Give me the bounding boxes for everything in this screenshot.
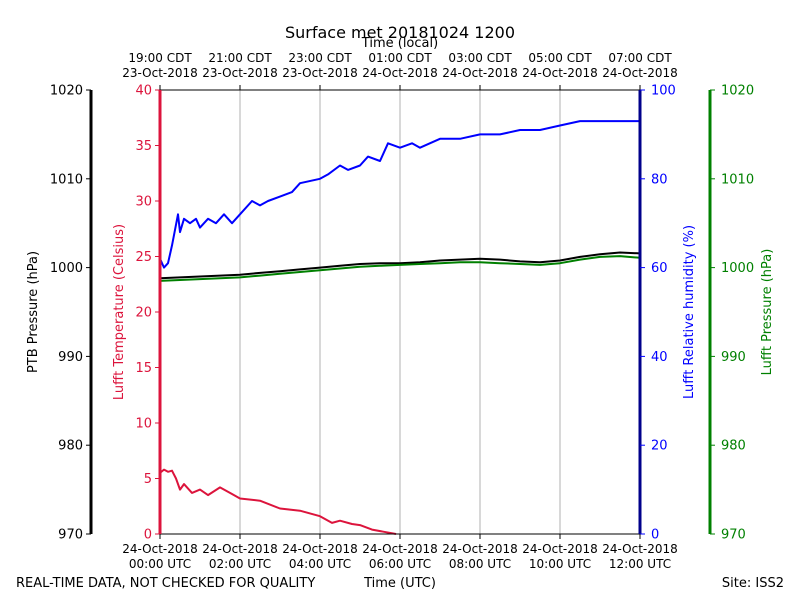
footer-quality-note: REAL-TIME DATA, NOT CHECKED FOR QUALITY bbox=[16, 576, 315, 591]
x-tick-utc-time: 02:00 UTC bbox=[209, 557, 271, 571]
lufft-pressure-axis-label: Lufft Pressure (hPa) bbox=[760, 249, 775, 376]
x-tick-utc-time: 04:00 UTC bbox=[289, 557, 351, 571]
ptb-tick-label: 990 bbox=[58, 350, 83, 365]
x-tick-local-time: 03:00 CDT bbox=[448, 51, 512, 65]
footer-site: Site: ISS2 bbox=[722, 576, 784, 591]
x-tick-local-time: 07:00 CDT bbox=[608, 51, 672, 65]
x-tick-local-date: 24-Oct-2018 bbox=[522, 66, 598, 80]
lufft-pressure-tick-label: 1000 bbox=[721, 261, 754, 276]
humidity-tick-label: 100 bbox=[651, 84, 676, 99]
x-tick-utc-date: 24-Oct-2018 bbox=[522, 542, 598, 556]
x-tick-utc-date: 24-Oct-2018 bbox=[362, 542, 438, 556]
ptb-tick-label: 1000 bbox=[50, 261, 83, 276]
humidity-tick-label: 20 bbox=[651, 439, 668, 454]
lufft-pressure-tick-label: 970 bbox=[721, 528, 746, 543]
temperature-tick-label: 0 bbox=[144, 528, 152, 543]
x-tick-utc-time: 06:00 UTC bbox=[369, 557, 431, 571]
x-tick-local-date: 23-Oct-2018 bbox=[282, 66, 358, 80]
humidity-tick-label: 40 bbox=[651, 350, 668, 365]
chart-title: Surface met 20181024 1200 bbox=[285, 23, 515, 42]
x-tick-utc-date: 24-Oct-2018 bbox=[122, 542, 198, 556]
x-tick-local-time: 23:00 CDT bbox=[288, 51, 352, 65]
temperature-tick-label: 5 bbox=[144, 472, 152, 487]
lufft-pressure-tick-label: 1020 bbox=[721, 84, 754, 99]
x-tick-local-date: 24-Oct-2018 bbox=[602, 66, 678, 80]
ptb-tick-label: 970 bbox=[58, 528, 83, 543]
x-tick-local-time: 01:00 CDT bbox=[368, 51, 432, 65]
lufft-pressure-tick-label: 980 bbox=[721, 439, 746, 454]
ptb-tick-label: 980 bbox=[58, 439, 83, 454]
x-bottom-axis-label: Time (UTC) bbox=[363, 576, 436, 591]
x-tick-local-time: 21:00 CDT bbox=[208, 51, 272, 65]
x-tick-local-date: 24-Oct-2018 bbox=[442, 66, 518, 80]
x-tick-utc-time: 12:00 UTC bbox=[609, 557, 671, 571]
temperature-tick-label: 10 bbox=[135, 417, 152, 432]
temperature-tick-label: 25 bbox=[135, 250, 152, 265]
x-tick-local-date: 23-Oct-2018 bbox=[202, 66, 278, 80]
series-line-lufft-temperature bbox=[159, 468, 397, 535]
series-line-lufft-pressure bbox=[159, 255, 641, 282]
temperature-tick-label: 35 bbox=[135, 139, 152, 154]
temperature-tick-label: 40 bbox=[135, 84, 152, 99]
humidity-axis-label: Lufft Relative humidity (%) bbox=[682, 225, 697, 399]
temperature-tick-label: 15 bbox=[135, 361, 152, 376]
x-tick-utc-date: 24-Oct-2018 bbox=[202, 542, 278, 556]
x-top-axis-label: Time (local) bbox=[361, 36, 438, 51]
x-tick-local-time: 05:00 CDT bbox=[528, 51, 592, 65]
ptb-axis-label: PTB Pressure (hPa) bbox=[26, 251, 41, 373]
temperature-tick-label: 20 bbox=[135, 306, 152, 321]
lufft-pressure-tick-label: 1010 bbox=[721, 172, 754, 187]
temperature-axis-label: Lufft Temperature (Celsius) bbox=[112, 224, 127, 400]
series-line-lufft-relative-humidity bbox=[159, 120, 640, 269]
humidity-tick-label: 0 bbox=[651, 528, 659, 543]
x-tick-utc-date: 24-Oct-2018 bbox=[282, 542, 358, 556]
x-tick-local-date: 23-Oct-2018 bbox=[122, 66, 198, 80]
x-tick-utc-date: 24-Oct-2018 bbox=[442, 542, 518, 556]
temperature-tick-label: 30 bbox=[135, 195, 152, 210]
x-tick-utc-date: 24-Oct-2018 bbox=[602, 542, 678, 556]
ptb-tick-label: 1020 bbox=[50, 84, 83, 99]
series-line-ptb-pressure bbox=[159, 251, 641, 280]
ptb-tick-label: 1010 bbox=[50, 172, 83, 187]
series-layer bbox=[159, 120, 641, 535]
x-tick-utc-time: 08:00 UTC bbox=[449, 557, 511, 571]
axes-layer: 970 980 990 1000 1010 1020 0 5 10 15 20 25 30 35 40 0 20… bbox=[50, 84, 754, 543]
x-tick-utc-time: 10:00 UTC bbox=[529, 557, 591, 571]
x-tick-local-date: 24-Oct-2018 bbox=[362, 66, 438, 80]
x-tick-local-time: 19:00 CDT bbox=[128, 51, 192, 65]
x-tick-utc-time: 00:00 UTC bbox=[129, 557, 191, 571]
humidity-tick-label: 60 bbox=[651, 261, 668, 276]
humidity-tick-label: 80 bbox=[651, 172, 668, 187]
grid-layer bbox=[159, 90, 641, 534]
lufft-pressure-tick-label: 990 bbox=[721, 350, 746, 365]
